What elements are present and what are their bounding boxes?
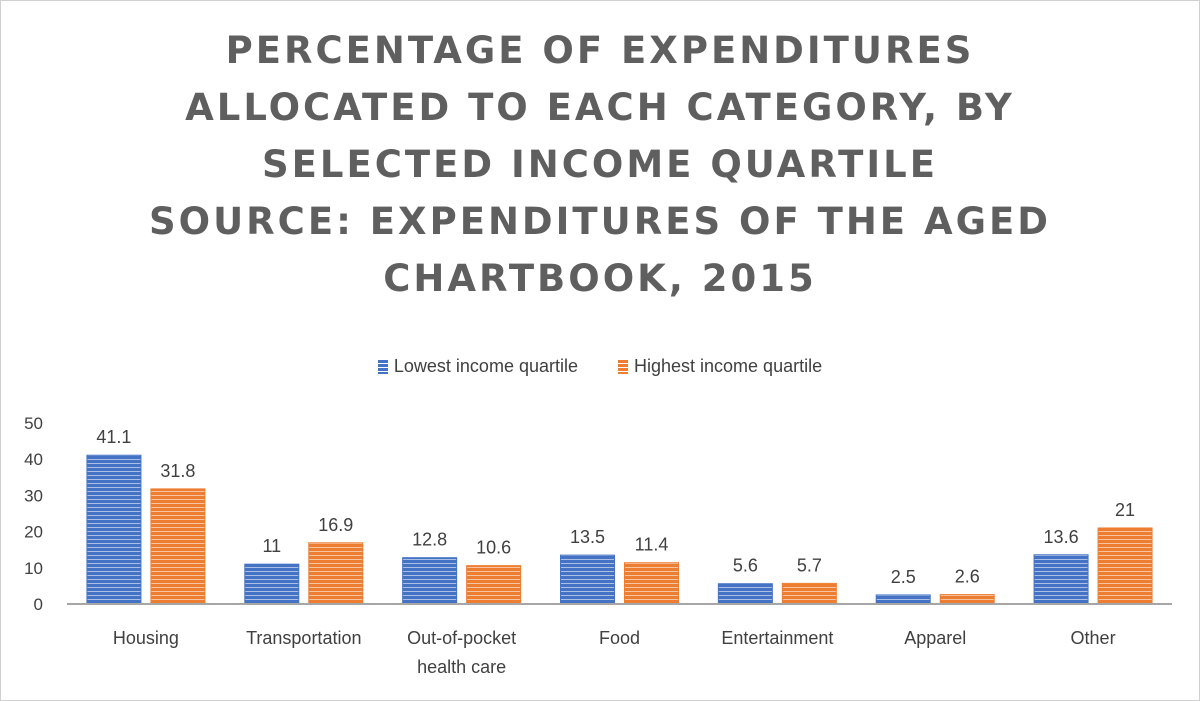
y-tick-label: 30	[24, 486, 43, 505]
bar-lowest-quartile	[402, 557, 458, 605]
x-category-label: Food	[599, 628, 640, 648]
legend-label-highest: Highest income quartile	[634, 356, 823, 376]
bar-lowest-quartile	[560, 554, 615, 605]
bar-highest-quartile	[781, 582, 837, 605]
legend-swatch-lowest	[377, 359, 388, 374]
x-category-label: Entertainment	[721, 628, 833, 648]
x-category-label: Apparel	[904, 628, 966, 648]
data-label: 2.6	[955, 567, 980, 587]
legend-item-highest: Highest income quartile	[618, 356, 822, 377]
data-label: 41.1	[96, 427, 131, 447]
bar-highest-quartile	[308, 542, 364, 605]
data-label: 21	[1115, 500, 1135, 520]
bar-lowest-quartile	[875, 594, 931, 605]
legend-item-lowest: Lowest income quartile	[377, 356, 578, 377]
chart-title-line: SELECTED INCOME QUARTILE	[261, 143, 939, 186]
legend: Lowest income quartile Highest income qu…	[0, 356, 1200, 377]
x-category-label: Transportation	[246, 628, 361, 648]
bar-highest-quartile	[150, 488, 206, 605]
data-label: 2.5	[891, 567, 916, 587]
data-label: 31.8	[160, 461, 195, 481]
data-label: 12.8	[412, 530, 447, 550]
data-label: 11.4	[635, 535, 669, 555]
bar-highest-quartile	[939, 594, 995, 605]
x-category-label: Other	[1071, 628, 1116, 648]
chart-title-line: SOURCE: EXPENDITURES OF THE AGED	[149, 200, 1051, 243]
y-tick-label: 40	[24, 450, 43, 469]
data-label: 10.6	[476, 538, 511, 558]
bar-lowest-quartile	[717, 583, 773, 605]
data-label: 16.9	[318, 515, 353, 535]
bar-lowest-quartile	[86, 454, 142, 605]
bar-highest-quartile	[1097, 527, 1153, 605]
bar-lowest-quartile	[244, 563, 300, 605]
data-label: 13.5	[570, 527, 605, 547]
y-tick-label: 10	[24, 559, 43, 578]
data-label: 13.6	[1044, 527, 1079, 547]
bar-highest-quartile	[466, 565, 522, 605]
x-category-label: Out-of-pocket	[407, 628, 516, 648]
data-label: 5.6	[733, 556, 758, 576]
chart-title-line: ALLOCATED TO EACH CATEGORY, BY	[185, 86, 1015, 129]
y-tick-label: 20	[24, 523, 43, 542]
x-category-label: health care	[417, 657, 506, 677]
x-category-label: Housing	[113, 628, 179, 648]
bar-highest-quartile	[624, 562, 679, 605]
y-tick-label: 50	[24, 414, 43, 433]
chart-title-line: PERCENTAGE OF EXPENDITURES	[225, 29, 975, 72]
legend-swatch-highest	[618, 359, 628, 374]
bar-lowest-quartile	[1033, 554, 1089, 605]
data-label: 11	[262, 536, 281, 556]
chart-title-line: CHARTBOOK, 2015	[383, 257, 817, 300]
chart-title: PERCENTAGE OF EXPENDITURES ALLOCATED TO …	[0, 22, 1200, 307]
y-tick-label: 0	[34, 595, 43, 614]
legend-label-lowest: Lowest income quartile	[393, 356, 578, 376]
data-label: 5.7	[797, 555, 822, 575]
